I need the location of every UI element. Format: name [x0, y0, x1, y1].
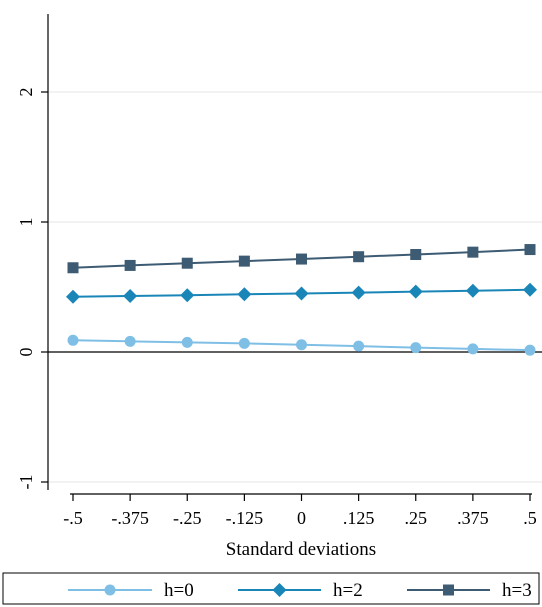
- data-point: [523, 282, 537, 297]
- series-h=3: [67, 244, 536, 274]
- data-point: [524, 244, 536, 256]
- legend-label: h=0: [164, 580, 194, 601]
- data-point: [238, 337, 250, 349]
- data-point: [296, 253, 307, 265]
- data-point: [124, 259, 136, 271]
- x-tick-label: -.25: [173, 508, 202, 528]
- data-point: [123, 288, 138, 303]
- x-tick-label: .125: [343, 508, 375, 528]
- y-tick-label: 0: [16, 348, 36, 357]
- data-point: [237, 287, 252, 302]
- x-ticks: -.5 -.375 -.25 -.125 0 .125 .25 .375 .5: [63, 494, 537, 528]
- legend-marker: [443, 584, 454, 596]
- legend: h=0 h=2 h=3: [68, 580, 532, 601]
- data-point: [467, 343, 479, 355]
- data-point: [467, 246, 479, 258]
- y-tick-label: 2: [16, 88, 36, 97]
- data-point: [408, 284, 423, 299]
- data-point: [524, 344, 536, 356]
- data-point: [410, 342, 422, 354]
- data-point: [294, 286, 309, 301]
- x-tick-label: -.5: [63, 508, 83, 528]
- data-point: [296, 339, 307, 351]
- data-point: [66, 289, 80, 304]
- x-tick-label: 0: [297, 508, 306, 528]
- x-tick-label: -.375: [111, 508, 149, 528]
- x-tick-label: .25: [405, 508, 428, 528]
- legend-label: h=2: [333, 580, 363, 601]
- data-point: [67, 334, 79, 346]
- x-axis-title: Standard deviations: [226, 539, 376, 560]
- data-point: [124, 335, 136, 347]
- legend-marker: [104, 584, 116, 596]
- x-tick-label: .5: [523, 508, 537, 528]
- series-h=0: [67, 334, 536, 356]
- data-point: [180, 288, 195, 303]
- series-group: [66, 244, 537, 356]
- x-tick-label: .375: [457, 508, 489, 528]
- legend-marker: [272, 583, 287, 597]
- data-point: [465, 283, 480, 298]
- y-ticks: -1 0 1 2: [16, 88, 48, 490]
- data-point: [410, 249, 422, 260]
- grid-lines: [48, 91, 542, 483]
- x-tick-label: -.125: [226, 508, 264, 528]
- data-point: [238, 255, 250, 267]
- data-point: [353, 340, 365, 352]
- data-point: [181, 336, 193, 348]
- data-point: [181, 257, 193, 269]
- legend-box: [2, 572, 540, 605]
- data-point: [351, 285, 366, 300]
- y-tick-label: -1: [16, 475, 36, 490]
- series-h=2: [66, 282, 537, 304]
- y-tick-label: 1: [16, 218, 36, 227]
- legend-label: h=3: [502, 580, 532, 601]
- data-point: [353, 251, 365, 263]
- data-point: [67, 262, 79, 274]
